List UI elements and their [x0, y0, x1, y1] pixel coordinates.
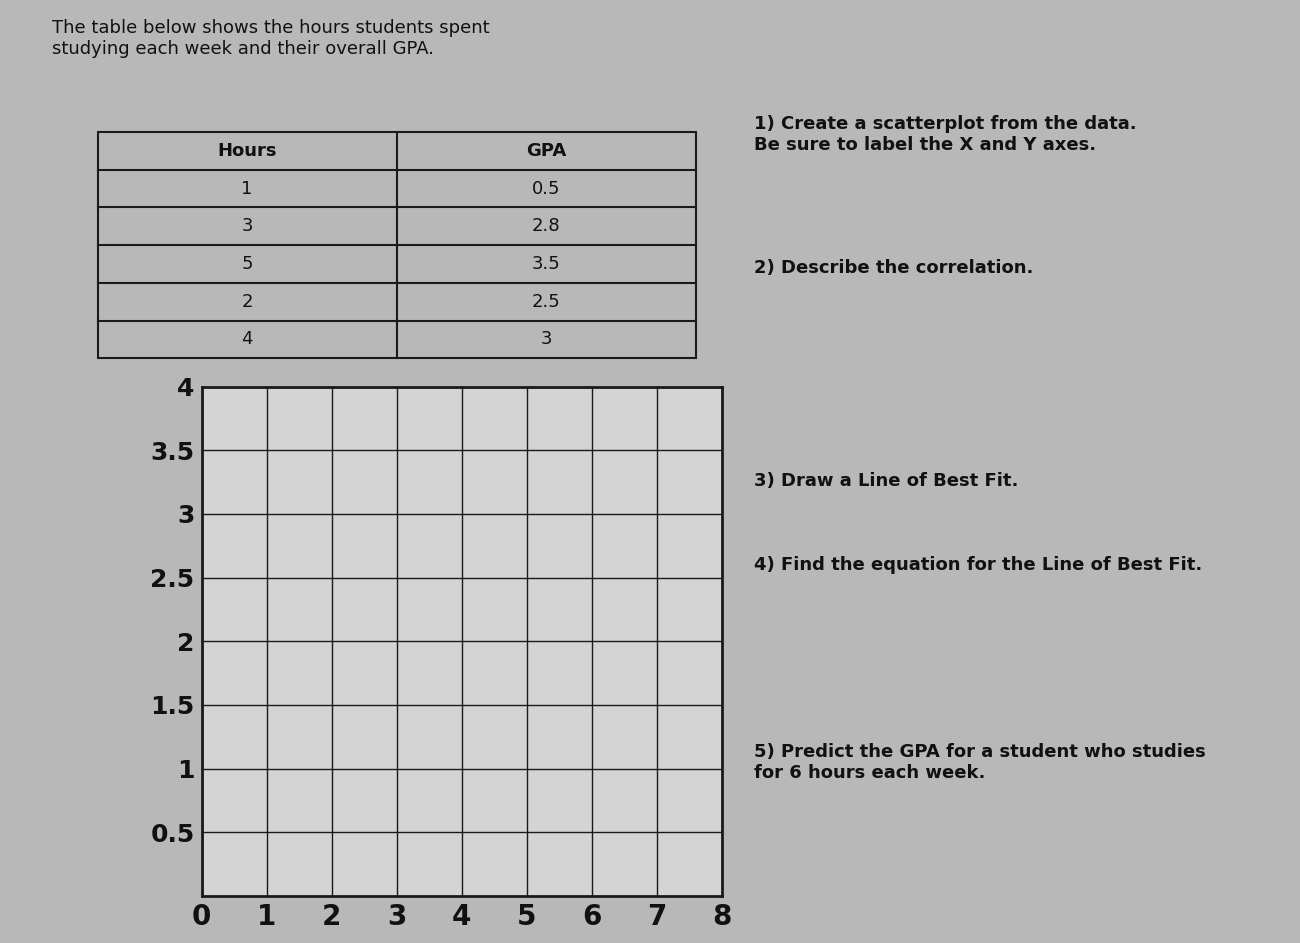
Text: 1) Create a scatterplot from the data.
Be sure to label the X and Y axes.: 1) Create a scatterplot from the data. B… — [754, 115, 1136, 154]
Text: 1: 1 — [242, 179, 252, 198]
Text: Hours: Hours — [217, 141, 277, 160]
Text: 2) Describe the correlation.: 2) Describe the correlation. — [754, 259, 1034, 277]
Text: 3: 3 — [541, 330, 551, 349]
Text: 2.8: 2.8 — [532, 217, 560, 236]
Text: 4) Find the equation for the Line of Best Fit.: 4) Find the equation for the Line of Bes… — [754, 556, 1202, 574]
Text: 3: 3 — [242, 217, 252, 236]
Text: The table below shows the hours students spent
studying each week and their over: The table below shows the hours students… — [52, 19, 490, 58]
Text: 0.5: 0.5 — [532, 179, 560, 198]
Text: 5: 5 — [242, 255, 252, 273]
Text: 2.5: 2.5 — [532, 292, 560, 311]
Text: 5) Predict the GPA for a student who studies
for 6 hours each week.: 5) Predict the GPA for a student who stu… — [754, 743, 1206, 782]
Text: 3) Draw a Line of Best Fit.: 3) Draw a Line of Best Fit. — [754, 472, 1018, 489]
Text: 4: 4 — [242, 330, 252, 349]
Text: 3.5: 3.5 — [532, 255, 560, 273]
Text: GPA: GPA — [526, 141, 566, 160]
Text: 2: 2 — [242, 292, 252, 311]
